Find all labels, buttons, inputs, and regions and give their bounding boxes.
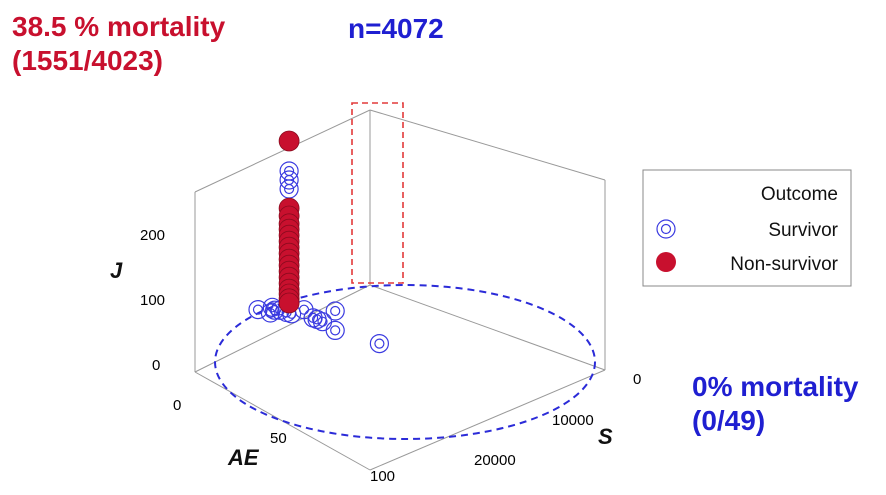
non-survivor-point — [278, 292, 300, 314]
survivor-inner-ring — [330, 305, 341, 317]
mortality-annotation-bottom-right: 0% mortality (0/49) — [692, 370, 859, 438]
mortality-annotation-line1: 38.5 % mortality — [12, 11, 226, 42]
mortality-annotation-line2: (0/49) — [692, 405, 766, 436]
data-marks — [248, 130, 389, 354]
survivor-outer-ring — [279, 170, 299, 190]
survivor-outer-ring — [248, 300, 268, 320]
axes-box — [194, 109, 606, 471]
legend-non-survivor-marker — [656, 252, 676, 272]
mortality-annotation-top-left: 38.5 % mortality (1551/4023) — [12, 10, 225, 78]
non-survivor-highlight-box — [351, 102, 404, 284]
s-tick-label: 20000 — [474, 452, 516, 469]
survivor-inner-ring — [284, 165, 295, 177]
legend-survivor-marker — [656, 219, 676, 239]
box-edge — [369, 284, 606, 371]
survivor-outer-ring — [279, 161, 299, 181]
survivor-point — [279, 161, 299, 181]
j-tick-label: 100 — [140, 292, 165, 309]
survivor-inner-ring — [252, 304, 264, 315]
survivor-inner-ring — [660, 223, 672, 235]
survivor-outer-ring — [369, 334, 389, 354]
ae-axis-label: AE — [227, 445, 260, 470]
ae-tick-label: 50 — [270, 430, 287, 447]
j-tick-label: 0 — [152, 357, 160, 374]
box-edge — [194, 371, 371, 471]
s-tick-label: 10000 — [552, 412, 594, 429]
survivor-inner-ring — [374, 338, 385, 349]
j-tick-label: 200 — [140, 227, 165, 244]
box-edge — [369, 109, 606, 181]
sample-size-annotation: n=4072 — [348, 13, 444, 44]
survivor-highlight-ellipse — [214, 284, 596, 440]
box-edge — [194, 284, 371, 373]
ae-axis-ticks: 0 50 100 — [173, 397, 395, 485]
legend-survivor-label: Survivor — [768, 220, 838, 241]
box-edge — [369, 369, 606, 471]
j-axis-ticks: 200 100 0 — [140, 227, 165, 374]
mortality-annotation-line2: (1551/4023) — [12, 45, 164, 76]
survivor-inner-ring — [298, 304, 310, 315]
survivor-outer-ring — [656, 219, 676, 239]
j-axis-label: J — [110, 258, 123, 283]
survivor-point — [369, 334, 389, 354]
legend-box — [642, 169, 852, 287]
survivor-point — [325, 320, 345, 340]
survivor-inner-ring — [267, 302, 278, 313]
s-axis-label: S — [598, 424, 613, 449]
ae-tick-label: 100 — [370, 468, 395, 485]
survivor-outer-ring — [325, 301, 345, 321]
survivor-inner-ring — [330, 325, 341, 336]
survivor-outer-ring — [325, 320, 345, 340]
mortality-annotation-line1: 0% mortality — [692, 371, 859, 402]
legend: Outcome Survivor Non-survivor — [642, 169, 852, 287]
survivor-point — [325, 301, 345, 321]
legend-title: Outcome — [761, 184, 838, 205]
legend-non-survivor-label: Non-survivor — [730, 254, 838, 275]
s-tick-label: 0 — [633, 371, 641, 388]
ae-tick-label: 0 — [173, 397, 181, 414]
survivor-point — [248, 300, 268, 320]
non-survivor-point — [278, 130, 300, 152]
box-edge — [194, 109, 371, 193]
s-axis-ticks: 0 10000 20000 — [474, 371, 641, 469]
